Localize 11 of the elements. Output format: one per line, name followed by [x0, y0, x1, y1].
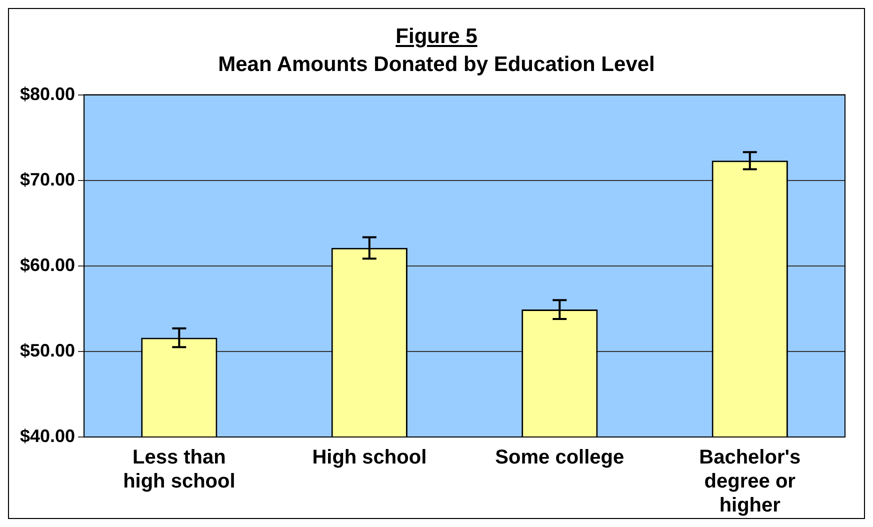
chart-title: Figure 5 — [394, 25, 478, 49]
y-tick-label: $50.00 — [20, 340, 76, 360]
y-tick-label: $80.00 — [20, 84, 76, 104]
y-tick-label: $40.00 — [20, 426, 76, 446]
x-tick-label: Some college — [495, 446, 624, 469]
x-tick-label: High school — [312, 446, 427, 469]
chart-subtitle: Mean Amounts Donated by Education Level — [217, 53, 656, 77]
x-tick-label: Less than high school — [123, 446, 236, 493]
x-tick-label: Bachelor's degree or higher — [699, 446, 801, 517]
y-tick-label: $70.00 — [20, 169, 76, 190]
y-tick-label: $60.00 — [20, 254, 76, 275]
